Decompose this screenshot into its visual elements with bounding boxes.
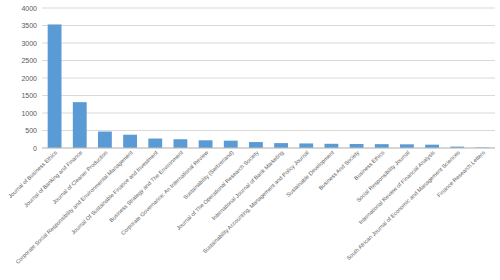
y-tick-label: 1000 [21,110,37,117]
chart: 0 500 1000 1500 2000 2500 3000 3500 4000 Journal … [0,0,500,280]
x-tick-label: Business And Society [317,149,360,191]
grid-line [42,95,495,96]
bar [400,144,414,148]
grid-line [42,148,495,149]
y-tick-label: 1500 [21,92,37,99]
bars [48,24,490,148]
bar [98,132,112,148]
grid-line [42,113,495,114]
bar [375,144,389,148]
x-tick-label: Sustainability Accounting, Management an… [202,149,310,254]
grid-line [42,25,495,26]
bar [173,139,187,148]
bar [324,144,338,148]
bar [73,102,87,148]
y-tick-label: 4000 [21,5,37,12]
x-tick-label: Finance Research Letters [436,149,486,198]
bar [148,139,162,148]
bar [274,143,288,148]
bar [249,142,263,148]
x-tick-label: Corporate Social Responsibility and Envi… [14,149,134,265]
x-tick-label: Sustainable Development [285,149,335,198]
x-tick-label: Journal Of Sustainable Finance and Inves… [70,149,159,235]
y-tick-label: 2500 [21,57,37,64]
grid-line [42,43,495,44]
x-tick-label: Corporate Governance: An International R… [120,149,210,236]
y-tick-label: 500 [25,127,37,134]
x-axis-line [42,148,495,149]
y-tick-label: 3500 [21,22,37,29]
bar [48,24,62,148]
grid-line [42,60,495,61]
y-tick-label: 2000 [21,75,37,82]
x-tick-label: Journal of Business Ethics [7,149,59,199]
grid-line [42,130,495,131]
bar [350,144,364,148]
x-tick-label: Sustainability (Switzerland) [182,149,235,200]
bar [123,135,137,148]
x-tick-label: Journal of The Operational Research Soci… [175,149,260,231]
y-tick-label: 3000 [21,40,37,47]
x-tick-label: South African Journal of Economic and Ma… [345,149,461,261]
bar [199,140,213,148]
bar [224,141,238,148]
grid-line [42,8,495,9]
y-tick-label: 0 [33,145,37,152]
grid-line [42,78,495,79]
bar [299,143,313,148]
